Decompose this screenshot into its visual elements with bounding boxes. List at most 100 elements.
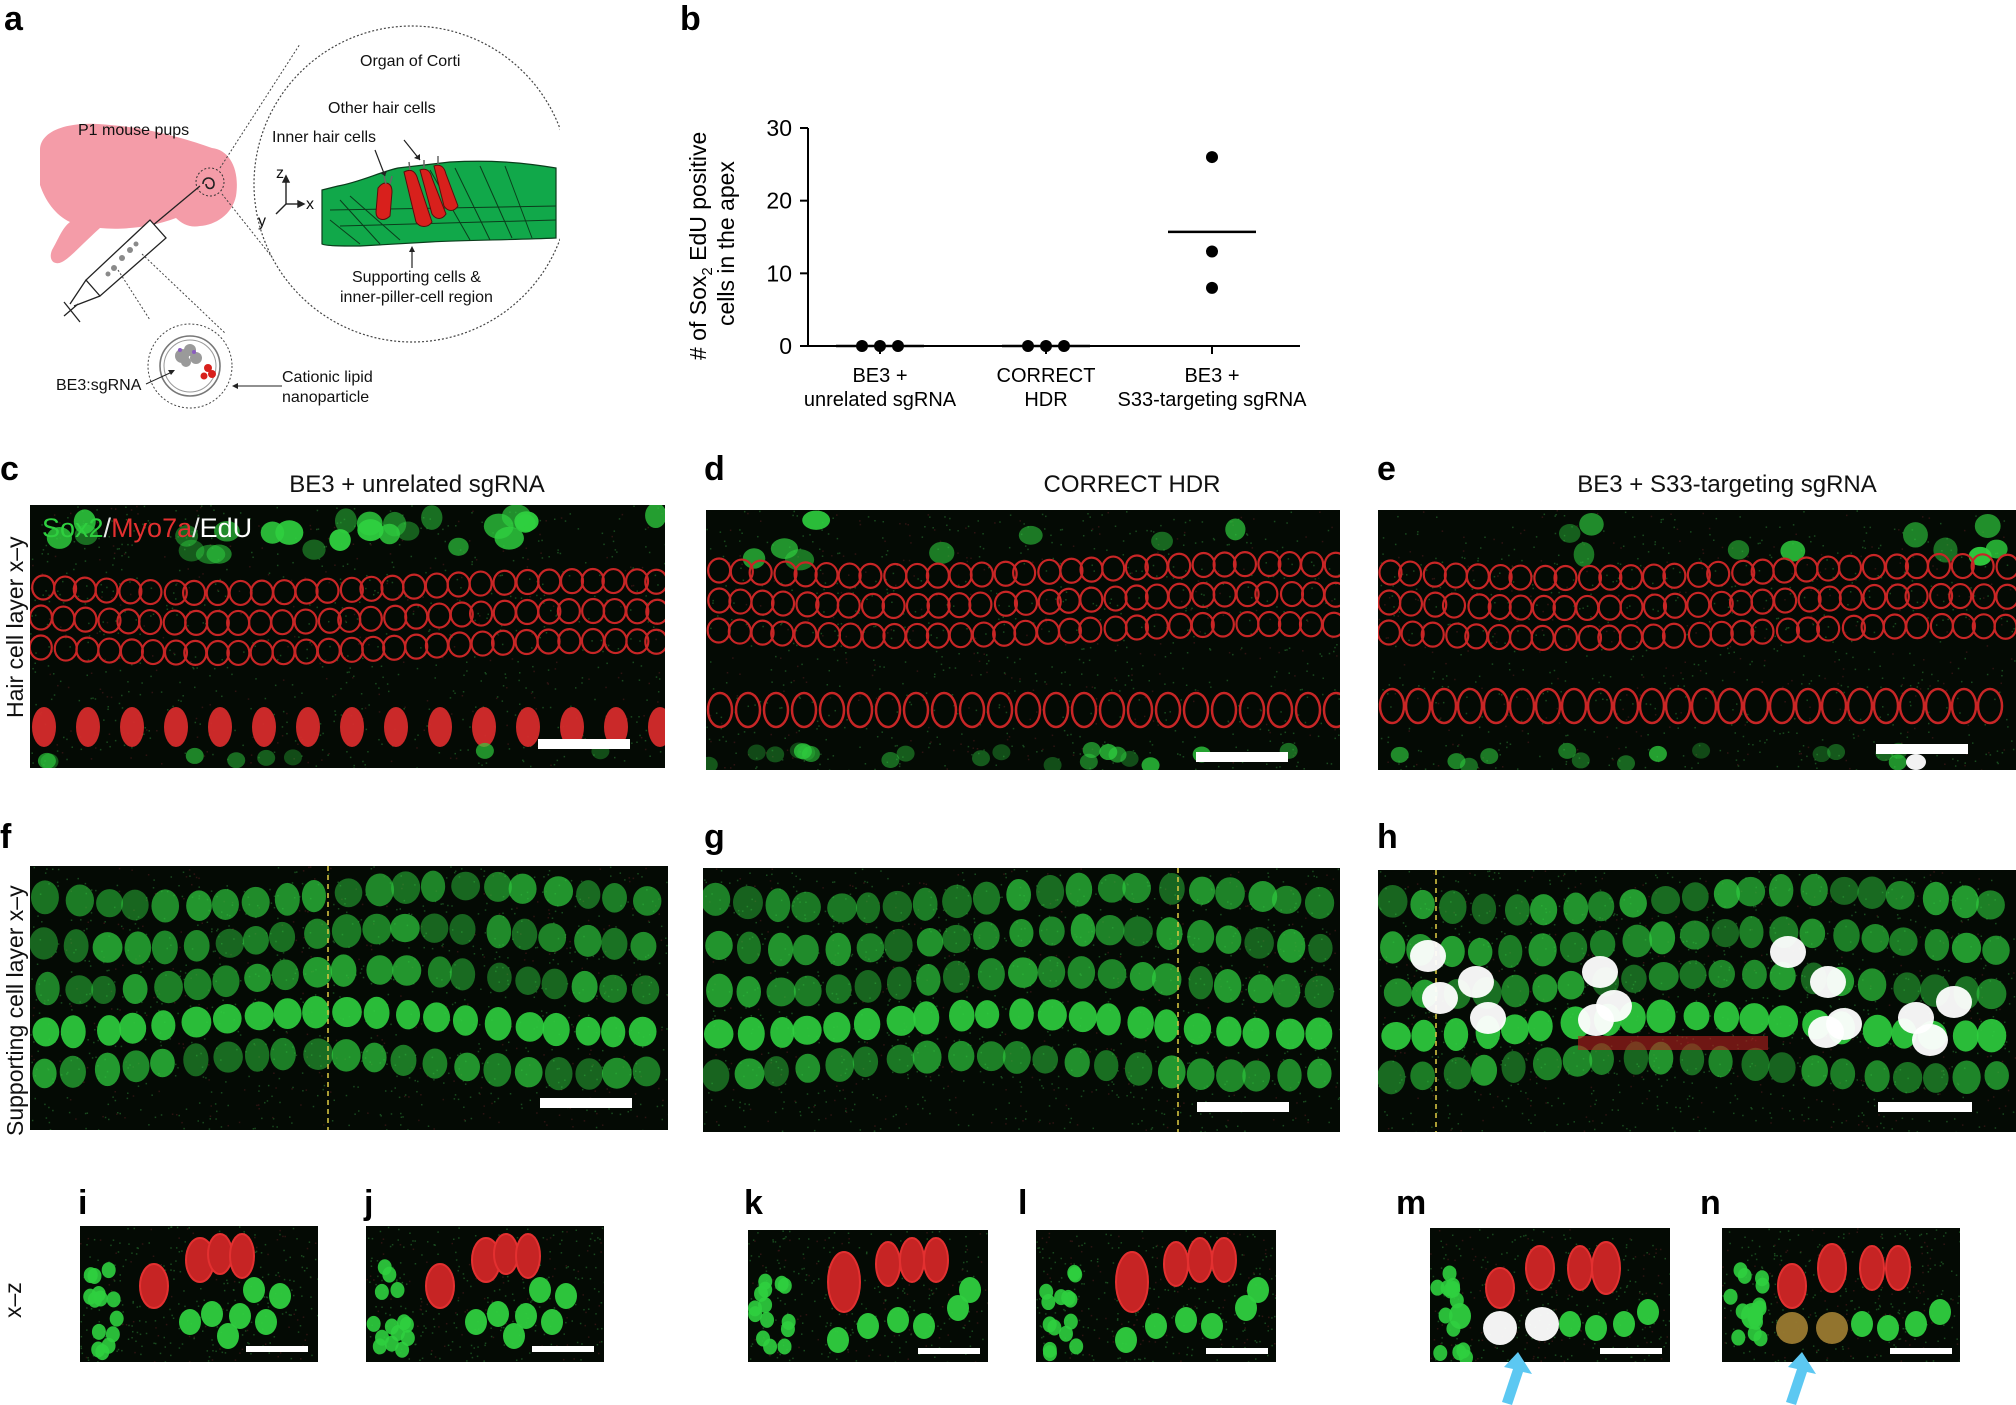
- noise-speck: [1245, 945, 1247, 948]
- noise-speck: [770, 669, 773, 671]
- noise-speck: [1096, 643, 1099, 645]
- noise-speck: [541, 987, 543, 990]
- organ-of-corti-schematic: [40, 25, 560, 409]
- sox2-nucleus: [801, 746, 820, 763]
- noise-speck: [882, 537, 884, 539]
- noise-speck: [936, 637, 938, 639]
- noise-speck: [1433, 671, 1436, 673]
- noise-speck: [553, 518, 556, 521]
- myo7a-cell-outline: [1465, 563, 1490, 590]
- noise-speck: [281, 734, 284, 737]
- noise-speck: [1911, 580, 1914, 582]
- noise-speck: [1132, 749, 1135, 752]
- noise-speck: [398, 594, 400, 596]
- myo7a-cell-outline: [249, 579, 275, 606]
- noise-speck: [1095, 1048, 1097, 1051]
- noise-speck: [48, 600, 51, 603]
- noise-speck: [998, 706, 1001, 709]
- noise-speck: [1463, 557, 1466, 560]
- noise-speck: [339, 996, 341, 998]
- noise-speck: [621, 513, 624, 516]
- noise-speck: [928, 746, 930, 749]
- noise-speck: [1041, 513, 1044, 516]
- noise-speck: [1632, 516, 1634, 519]
- noise-speck: [973, 652, 976, 655]
- myo7a-inner-hair-cell: [428, 707, 452, 747]
- noise-speck: [1477, 560, 1479, 562]
- noise-speck: [771, 681, 773, 683]
- noise-speck: [1632, 703, 1634, 705]
- noise-speck: [1026, 991, 1029, 994]
- noise-speck: [1721, 679, 1724, 682]
- noise-speck: [1282, 881, 1285, 883]
- noise-speck: [1239, 721, 1241, 723]
- noise-speck: [1297, 714, 1300, 716]
- noise-speck: [93, 1041, 95, 1044]
- noise-speck: [1532, 587, 1534, 590]
- noise-speck: [1800, 752, 1802, 755]
- noise-speck: [967, 975, 970, 978]
- noise-speck: [852, 885, 854, 888]
- noise-speck: [1154, 610, 1157, 612]
- noise-speck: [1647, 748, 1650, 751]
- noise-speck: [953, 1040, 956, 1042]
- sox2-nucleus: [46, 527, 72, 549]
- myo7a-cell-outline: [905, 592, 931, 620]
- noise-speck: [1509, 743, 1512, 746]
- sgrna-red: [200, 364, 216, 380]
- sox2-nucleus: [420, 913, 449, 943]
- noise-speck: [1677, 727, 1679, 729]
- noise-speck: [966, 990, 968, 992]
- noise-speck: [535, 947, 537, 949]
- noise-speck: [183, 1127, 185, 1130]
- myo7a-cell-outline: [1816, 615, 1841, 642]
- noise-speck: [899, 919, 902, 922]
- noise-speck: [314, 994, 317, 996]
- noise-speck: [875, 926, 878, 929]
- noise-speck: [1092, 602, 1095, 605]
- noise-speck: [1617, 577, 1620, 580]
- noise-speck: [828, 669, 831, 672]
- noise-speck: [42, 594, 44, 596]
- noise-speck: [759, 520, 762, 522]
- noise-speck: [1727, 606, 1730, 609]
- noise-speck: [703, 1123, 706, 1125]
- noise-speck: [1284, 731, 1287, 734]
- noise-speck: [1124, 684, 1127, 686]
- noise-speck: [2003, 749, 2006, 751]
- noise-speck: [272, 1125, 274, 1128]
- noise-speck: [795, 629, 798, 632]
- noise-speck: [1006, 738, 1009, 741]
- noise-speck: [322, 732, 324, 735]
- noise-speck: [370, 945, 372, 947]
- sox2-nucleus: [494, 526, 524, 550]
- noise-speck: [480, 868, 482, 870]
- noise-speck: [1279, 766, 1281, 768]
- noise-speck: [924, 1099, 926, 1102]
- noise-speck: [1247, 707, 1249, 709]
- noise-speck: [87, 659, 90, 661]
- noise-speck: [33, 926, 35, 928]
- noise-speck: [59, 1060, 61, 1062]
- noise-speck: [536, 1092, 538, 1094]
- noise-speck: [533, 697, 536, 699]
- y-tick-label: 0: [779, 333, 792, 359]
- noise-speck: [293, 635, 296, 638]
- noise-speck: [1700, 560, 1702, 562]
- sox2-nucleus: [487, 962, 512, 993]
- sox2-nucleus: [601, 1016, 626, 1048]
- noise-speck: [1684, 766, 1686, 768]
- noise-speck: [1382, 553, 1384, 555]
- noise-speck: [1288, 647, 1291, 649]
- noise-speck: [345, 1094, 348, 1097]
- noise-speck: [445, 877, 448, 879]
- noise-speck: [1986, 645, 1989, 647]
- noise-speck: [1185, 570, 1187, 572]
- noise-speck: [1603, 674, 1605, 677]
- noise-speck: [1904, 632, 1907, 634]
- noise-speck: [1018, 1128, 1020, 1130]
- noise-speck: [613, 530, 616, 532]
- noise-speck: [1842, 668, 1845, 670]
- noise-speck: [85, 1127, 87, 1130]
- noise-speck: [904, 661, 907, 663]
